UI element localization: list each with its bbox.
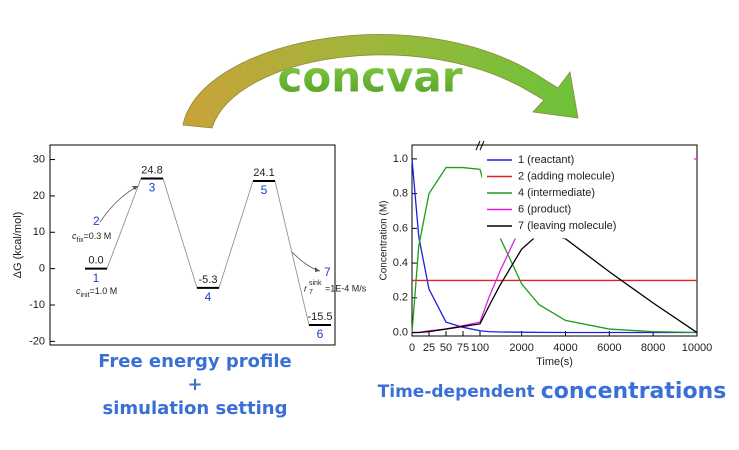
x-tick-label: 100 xyxy=(471,342,489,354)
value-label: -15.5 xyxy=(307,311,332,323)
annotation-var: c xyxy=(72,231,77,241)
value-label: -5.3 xyxy=(199,274,218,286)
x-tick-label: 50 xyxy=(440,342,452,354)
y-tick-label: 0.2 xyxy=(393,292,408,304)
curved-arrow xyxy=(182,34,579,129)
annotation-sub: init xyxy=(81,292,90,299)
caption-part: Time-dependent xyxy=(378,382,541,402)
x-tick-label: 8000 xyxy=(641,342,665,354)
state-label: 3 xyxy=(149,181,156,195)
y-tick-label: 0.6 xyxy=(393,222,408,234)
annotation-value: =0.3 M xyxy=(84,231,112,241)
state-label: 4 xyxy=(205,290,212,304)
legend-box xyxy=(482,150,694,239)
x-tick-label: 10000 xyxy=(682,342,713,354)
value-label: 0.0 xyxy=(88,255,103,267)
caption: Time-dependent concentrations xyxy=(378,379,727,404)
annotation-value: =1.0 M xyxy=(89,286,117,296)
annotation-sub: 7 xyxy=(309,289,313,296)
y-tick-label: 30 xyxy=(33,153,45,165)
legend-label: 2 (adding molecule) xyxy=(518,170,615,182)
caption: simulation setting xyxy=(103,398,288,419)
annotation-arrow xyxy=(99,185,139,223)
caption: + xyxy=(187,374,202,395)
y-axis-label: Concentration (M) xyxy=(379,200,390,280)
legend-label: 4 (intermediate) xyxy=(518,187,595,199)
axis-break xyxy=(475,140,485,151)
y-tick-label: 0.4 xyxy=(393,257,408,269)
annotation-sub: fix xyxy=(77,237,85,244)
annotation-var: c xyxy=(76,286,81,296)
state-label: 1 xyxy=(93,271,100,285)
x-axis-label: Time(s) xyxy=(536,356,573,368)
y-tick-label: 20 xyxy=(33,190,45,202)
y-tick-label: -20 xyxy=(29,335,45,347)
x-tick-label: 2000 xyxy=(509,342,533,354)
y-tick-label: 0 xyxy=(39,263,45,275)
annotation-arrowhead xyxy=(315,267,320,272)
legend-label: 1 (reactant) xyxy=(518,154,574,166)
energy-chart: -20 -10 0 10 20 30 ΔG (kcal/mol) 0.0 1 24.8 3 -5.3 4… xyxy=(12,144,336,347)
y-tick-label: 0.8 xyxy=(393,188,408,200)
annotation-var: r xyxy=(304,283,308,293)
banner: concvar xyxy=(278,53,463,102)
value-label: 24.1 xyxy=(253,167,274,179)
plot-frame xyxy=(411,144,698,337)
caption: Free energy profile xyxy=(98,351,292,372)
annotation-value: =1E-4 M/s xyxy=(325,283,367,293)
x-tick-label: 4000 xyxy=(553,342,577,354)
x-tick-label: 6000 xyxy=(597,342,621,354)
concentration-chart: 0.0 0.2 0.4 0.6 0.8 1.0 0 25 50 75 100 2000 4000 6000… xyxy=(379,144,713,368)
state-label: 5 xyxy=(261,183,268,197)
x-tick-label: 25 xyxy=(423,342,435,354)
y-tick-label: 1.0 xyxy=(393,153,408,165)
annotation-arrowhead xyxy=(132,186,138,190)
annotation-sup: sink xyxy=(309,280,322,287)
annotation-label: 2 xyxy=(93,214,100,228)
x-tick-label: 0 xyxy=(409,342,415,354)
legend-label: 7 (leaving molecule) xyxy=(518,220,616,232)
caption-part: concentrations xyxy=(541,379,727,404)
plot-frame xyxy=(49,144,336,346)
annotation-text: cinit=1.0 M xyxy=(76,286,117,298)
y-tick-label: 10 xyxy=(33,226,45,238)
series-line xyxy=(412,232,698,334)
y-tick-label: -10 xyxy=(29,299,45,311)
y-tick-label: 0.0 xyxy=(393,326,408,338)
x-tick-label: 75 xyxy=(457,342,469,354)
annotation-text: cfix=0.3 M xyxy=(72,231,111,243)
annotation-label: 7 xyxy=(324,265,331,279)
y-axis-label: ΔG (kcal/mol) xyxy=(12,212,24,279)
series-line xyxy=(411,158,697,334)
state-label: 6 xyxy=(317,327,324,341)
legend-label: 6 (product) xyxy=(518,203,571,215)
value-label: 24.8 xyxy=(141,164,162,176)
